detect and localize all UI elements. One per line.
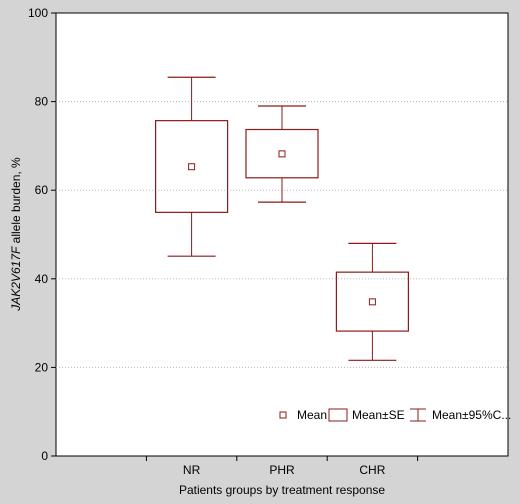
mean-marker: [278, 150, 286, 158]
box-nr: [155, 76, 229, 257]
x-tick-label: PHR: [269, 463, 295, 477]
legend-label: Mean: [297, 408, 327, 422]
y-tick-label: 0: [41, 449, 48, 463]
legend: Mean Mean±SE Mean±95%C...: [279, 408, 511, 422]
y-tick-label: 40: [35, 272, 49, 286]
legend-label: Mean±95%C...: [432, 408, 511, 422]
y-axis-title-rest: allele burden, %: [9, 157, 23, 247]
box-chr: [335, 242, 409, 361]
legend-item-mean: Mean: [279, 408, 327, 422]
plot-area: [55, 12, 509, 457]
x-tick-label: NR: [183, 463, 201, 477]
legend-se-symbol: [328, 408, 348, 422]
y-tick-label: 60: [35, 183, 49, 197]
y-axis-title-italic: JAK2V617F: [9, 246, 23, 312]
legend-label: Mean±SE: [352, 408, 405, 422]
y-tick-label: 80: [35, 95, 49, 109]
se-box: [245, 128, 319, 179]
legend-mean-symbol: [279, 411, 287, 419]
legend-item-ci: Mean±95%C...: [410, 408, 511, 422]
box-series: [155, 76, 409, 361]
legend-item-se: Mean±SE: [328, 408, 405, 422]
x-tick-label: CHR: [359, 463, 385, 477]
y-axis-title: JAK2V617F allele burden, %: [9, 157, 23, 312]
mean-marker: [368, 298, 376, 306]
mean-marker: [188, 163, 196, 171]
box-phr: [245, 105, 319, 203]
y-axis: 0 20 40 60 80 100: [28, 6, 56, 463]
se-box: [155, 120, 229, 213]
x-axis-title: Patients groups by treatment response: [179, 483, 385, 497]
y-tick-label: 20: [35, 360, 49, 374]
x-axis: NR PHR CHR: [145, 456, 419, 477]
se-box: [335, 271, 409, 332]
y-tick-label: 100: [28, 6, 48, 20]
